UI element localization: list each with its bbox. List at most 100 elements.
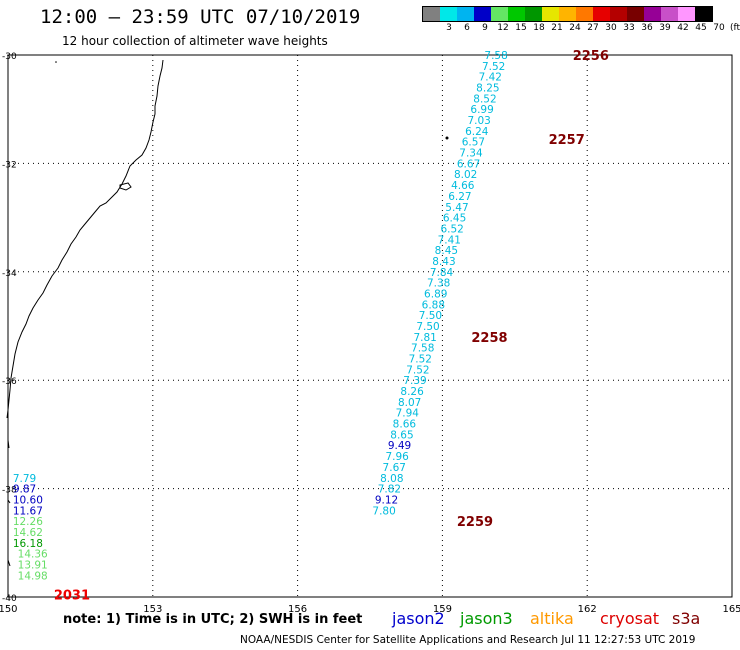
- legend-swatch: [559, 7, 576, 21]
- legend-label: 24: [569, 23, 581, 33]
- longitude-label: 162: [578, 604, 597, 615]
- latitude-label: -38: [2, 486, 17, 496]
- map-labels: 7.587.527.428.258.526.997.036.246.577.34…: [13, 49, 609, 603]
- wave-height-value: 6.57: [462, 137, 485, 149]
- wave-height-value: 8.08: [380, 473, 403, 485]
- wave-height-value: 7.80: [372, 505, 395, 517]
- legend-swatch: [644, 7, 661, 21]
- wave-height-value: 7.38: [427, 278, 450, 290]
- wave-height-value: 14.62: [13, 527, 43, 539]
- wave-height-value: 7.50: [416, 321, 439, 333]
- wave-height-value: 7.34: [459, 148, 483, 160]
- legend-unit: (ft): [730, 23, 740, 33]
- wave-height-value: 8.45: [435, 245, 458, 257]
- longitude-label: 150: [0, 604, 18, 615]
- wave-height-value: 8.43: [432, 256, 455, 268]
- wave-height-value: 7.94: [396, 408, 420, 420]
- wave-height-value: 8.26: [400, 386, 424, 398]
- pass-time-label: 2031: [54, 588, 90, 603]
- wave-height-value: 14.36: [18, 549, 48, 561]
- wave-height-value: 8.07: [398, 397, 421, 409]
- legend-label: 3: [446, 23, 452, 33]
- legend-swatch: [440, 7, 457, 21]
- wave-height-value: 7.67: [383, 462, 406, 474]
- wave-height-value: 9.12: [375, 494, 398, 506]
- legend-label: 70: [713, 23, 725, 33]
- legend-label: 39: [659, 23, 671, 33]
- wave-height-value: 7.79: [13, 473, 36, 485]
- legend-label: 36: [641, 23, 653, 33]
- legend-label: 45: [695, 23, 707, 33]
- legend-swatch: [610, 7, 627, 21]
- wave-height-value: 7.58: [411, 343, 434, 355]
- wave-height-value: 8.52: [473, 93, 496, 105]
- mission-altika: altika: [530, 609, 574, 628]
- coastline: [6, 59, 164, 419]
- wave-height-value: 6.88: [422, 299, 445, 311]
- wave-height-value: 7.39: [403, 375, 426, 387]
- wave-height-value: 8.66: [393, 419, 417, 431]
- wave-height-value: 5.47: [445, 202, 468, 214]
- longitude-label: 156: [288, 604, 307, 615]
- wave-height-value: 9.87: [13, 484, 36, 496]
- legend-swatch: [423, 7, 440, 21]
- legend-label: 30: [605, 23, 617, 33]
- legend-swatch: [661, 7, 678, 21]
- wave-height-value: 7.52: [409, 354, 432, 366]
- wave-height-value: 11.67: [13, 505, 43, 517]
- legend-label: 33: [623, 23, 635, 33]
- legend-swatch: [695, 7, 712, 21]
- wave-height-value: 7.84: [430, 267, 454, 279]
- legend-swatch: [678, 7, 695, 21]
- legend-swatch: [491, 7, 508, 21]
- map-grid: 150 153 156 159 162 165 -30 -32 -34 -36 -38 -40: [0, 52, 740, 615]
- wave-height-value: 13.91: [18, 559, 48, 571]
- wave-height-value: 10.60: [13, 494, 43, 506]
- island-outline: [119, 182, 132, 191]
- wave-height-value: 7.50: [419, 310, 442, 322]
- wave-height-value: 7.81: [413, 332, 436, 344]
- legend-swatch: [542, 7, 559, 21]
- pass-time-label: 2259: [457, 515, 493, 530]
- wave-height-value: 6.89: [424, 288, 447, 300]
- longitude-label: 165: [722, 604, 740, 615]
- legend-label: 9: [482, 23, 488, 33]
- legend-swatch: [508, 7, 525, 21]
- wave-height-value: 6.99: [470, 104, 493, 116]
- latitude-label: -34: [2, 269, 17, 279]
- wave-height-value: 6.67: [457, 158, 480, 170]
- island-dot: [445, 136, 449, 140]
- credit-line: NOAA/NESDIS Center for Satellite Applica…: [240, 634, 696, 646]
- wave-height-value: 6.52: [440, 223, 463, 235]
- wave-height-value: 7.82: [378, 484, 401, 496]
- mission-cryosat: cryosat: [600, 609, 660, 628]
- page-title: 12:00 – 23:59 UTC 07/10/2019: [40, 6, 361, 28]
- latitude-label: -32: [2, 160, 17, 170]
- wave-height-value: 4.66: [451, 180, 475, 192]
- legend-swatch: [525, 7, 542, 21]
- wave-height-value: 7.52: [482, 61, 505, 73]
- wave-height-value: 16.18: [13, 538, 43, 550]
- legend-label: 21: [551, 23, 563, 33]
- coastline-fragment: [7, 439, 11, 567]
- legend-swatch: [627, 7, 644, 21]
- legend-label: 6: [464, 23, 470, 33]
- wave-height-value: 7.03: [467, 115, 490, 127]
- latitude-label: -30: [2, 52, 17, 62]
- wave-height-value: 7.58: [484, 50, 507, 62]
- pass-time-label: 2258: [471, 331, 507, 346]
- wave-height-value: 9.49: [388, 440, 411, 452]
- legend-swatches: [422, 6, 713, 22]
- pass-time-label: 2256: [573, 49, 609, 64]
- legend-label: 12: [497, 23, 509, 33]
- map-frame: [7, 54, 733, 598]
- latitude-label: -36: [2, 377, 17, 387]
- mission-jason3: jason3: [460, 609, 513, 628]
- footer-note: note: 1) Time is in UTC; 2) SWH is in fe…: [63, 612, 363, 627]
- legend-label: 18: [533, 23, 545, 33]
- wave-height-value: 7.41: [438, 234, 461, 246]
- legend-label: 15: [515, 23, 527, 33]
